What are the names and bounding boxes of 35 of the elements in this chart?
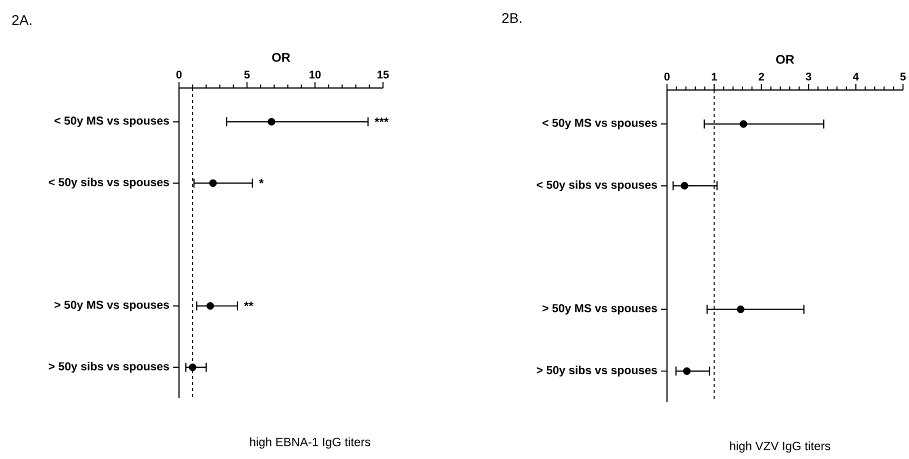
annotation: ***: [374, 118, 389, 122]
annotation: **: [244, 302, 254, 306]
y-tick-label: > 50y sibs vs spouses: [536, 366, 657, 376]
point: [683, 367, 691, 375]
point: [268, 118, 276, 126]
x-tick-label: 4: [852, 72, 859, 80]
x-tick-label: 5: [244, 70, 250, 78]
y-tick-label: < 50y MS vs spouses: [54, 116, 169, 127]
point: [209, 179, 217, 187]
point: [680, 182, 688, 190]
x-tick-label: 5: [900, 72, 906, 80]
x-tick-label: 0: [664, 72, 670, 80]
annotation: *: [259, 179, 264, 184]
y-tick-label: > 50y MS vs spouses: [542, 304, 657, 315]
x-tick-label: 2: [758, 72, 764, 80]
x-tick-label: 10: [310, 70, 321, 78]
x-axis-title: OR: [776, 54, 794, 64]
text: high EBNA-1 IgG titers: [250, 437, 370, 449]
x-tick-label: 0: [176, 70, 182, 78]
x-tick-label: 1: [712, 72, 717, 80]
point: [740, 120, 748, 128]
y-tick-label: > 50y MS vs spouses: [54, 300, 169, 312]
x-tick-label: 3: [806, 72, 812, 80]
point: [206, 302, 214, 310]
x-axis-title: OR: [272, 52, 290, 62]
text: 2B.: [502, 13, 522, 23]
y-tick-label: > 50y sibs vs spouses: [48, 362, 169, 373]
text: 2A.: [12, 15, 32, 25]
y-tick-label: < 50y sibs vs spouses: [536, 180, 657, 192]
y-tick-label: < 50y MS vs spouses: [542, 118, 657, 130]
point: [188, 364, 196, 372]
point: [736, 306, 744, 314]
y-tick-label: < 50y sibs vs spouses: [48, 178, 169, 189]
text: high VZV IgG titers: [730, 441, 830, 453]
x-tick-label: 15: [378, 70, 389, 78]
